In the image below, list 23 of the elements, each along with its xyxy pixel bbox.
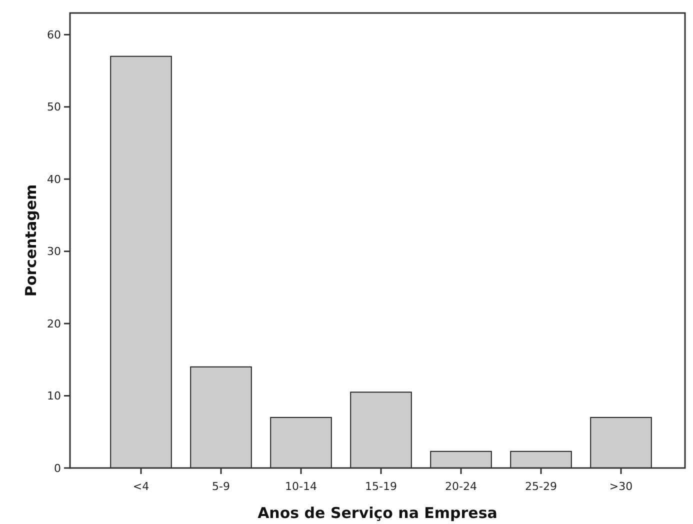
- x-tick-label: 25-29: [525, 480, 557, 493]
- bar: [350, 392, 412, 468]
- bar: [430, 450, 492, 468]
- y-tick-label: 10: [47, 390, 61, 403]
- x-axis-title: Anos de Serviço na Empresa: [258, 504, 498, 522]
- x-tick-label: >30: [609, 480, 633, 493]
- x-tick-label: 15-19: [365, 480, 397, 493]
- y-axis-title: Porcentagem: [22, 184, 40, 297]
- bar: [270, 416, 332, 468]
- bar: [190, 366, 252, 468]
- y-tick-label: 40: [47, 172, 61, 186]
- x-tick-label: 10-14: [285, 480, 317, 493]
- bar: [110, 56, 172, 468]
- bar: [510, 450, 572, 468]
- y-tick-label: 50: [47, 100, 61, 114]
- y-tick-label: 30: [47, 245, 61, 258]
- x-tick-label: <4: [132, 480, 150, 493]
- bar: [590, 416, 652, 468]
- x-tick-label: 5-9: [212, 480, 230, 493]
- x-tick-label: 20-24: [445, 480, 477, 493]
- y-tick-label: 60: [47, 28, 61, 42]
- y-tick-label: 0: [54, 462, 61, 475]
- y-tick-label: 20: [47, 317, 61, 330]
